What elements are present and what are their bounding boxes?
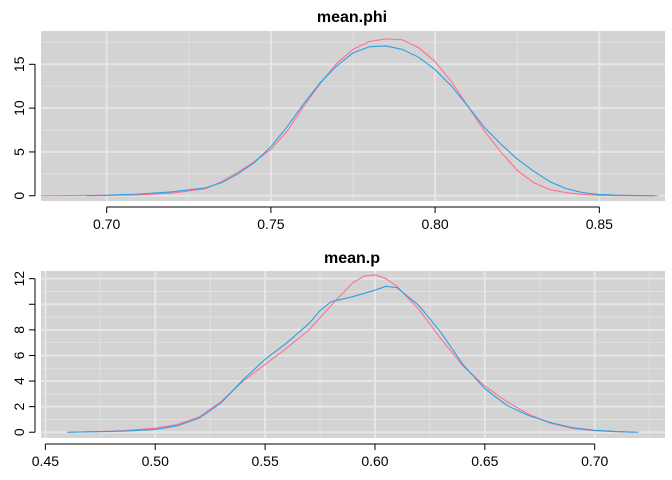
panel-title: mean.p bbox=[324, 250, 380, 267]
x-tick-label: 0.50 bbox=[142, 453, 169, 469]
panel-mean-p: mean.p 0.45 0.50 0.55 0.60 0.65 0.70 0 2 4 6 8 12 bbox=[11, 250, 665, 469]
y-axis: 0 5 10 15 bbox=[11, 56, 36, 200]
x-tick-label: 0.60 bbox=[361, 453, 388, 469]
x-axis: 0.70 0.75 0.80 0.85 bbox=[93, 206, 613, 232]
panel-mean-phi: mean.phi 0.70 0.75 0.80 0.85 0 5 10 15 bbox=[11, 9, 665, 232]
gridlines bbox=[41, 271, 665, 438]
density-line-1 bbox=[67, 285, 639, 433]
density-line-0 bbox=[40, 38, 659, 197]
y-tick-label: 2 bbox=[11, 403, 27, 411]
x-tick-label: 0.75 bbox=[257, 216, 284, 232]
x-tick-label: 0.55 bbox=[251, 453, 278, 469]
x-tick-label: 0.70 bbox=[93, 216, 120, 232]
density-series bbox=[40, 38, 659, 197]
y-tick-label: 4 bbox=[11, 377, 27, 385]
y-tick-label: 8 bbox=[11, 326, 27, 334]
y-tick-label: 12 bbox=[11, 271, 27, 287]
x-tick-label: 0.80 bbox=[421, 216, 448, 232]
y-axis: 0 2 4 6 8 12 bbox=[11, 271, 36, 436]
x-axis: 0.45 0.50 0.55 0.60 0.65 0.70 bbox=[32, 443, 609, 469]
y-tick-label: 15 bbox=[11, 56, 27, 72]
density-line-1 bbox=[86, 45, 656, 197]
y-tick-label: 6 bbox=[11, 351, 27, 359]
x-tick-label: 0.65 bbox=[471, 453, 498, 469]
y-tick-label: 0 bbox=[11, 192, 27, 200]
x-tick-label: 0.70 bbox=[581, 453, 608, 469]
x-tick-label: 0.85 bbox=[586, 216, 613, 232]
x-tick-label: 0.45 bbox=[32, 453, 59, 469]
y-tick-label: 5 bbox=[11, 148, 27, 156]
density-series bbox=[67, 274, 639, 433]
y-tick-label: 10 bbox=[11, 100, 27, 116]
panel-title: mean.phi bbox=[317, 9, 387, 26]
y-tick-label: 0 bbox=[11, 428, 27, 436]
gridlines bbox=[41, 31, 665, 201]
